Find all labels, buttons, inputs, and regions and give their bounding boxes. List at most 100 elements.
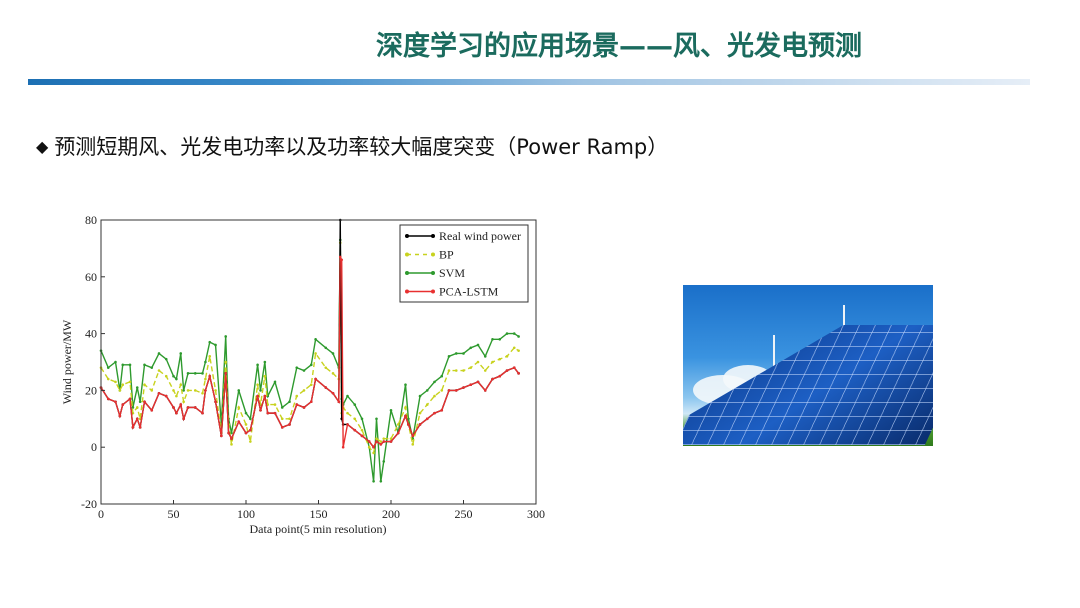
- data-point: [164, 357, 168, 361]
- data-point: [164, 374, 168, 378]
- data-point: [324, 346, 328, 350]
- data-point: [505, 332, 509, 335]
- data-point: [244, 431, 248, 435]
- data-point: [491, 360, 494, 364]
- data-point: [256, 363, 259, 367]
- data-point: [440, 389, 444, 392]
- data-point: [469, 366, 473, 369]
- data-point: [447, 389, 451, 392]
- data-point: [302, 406, 306, 409]
- data-point: [517, 335, 520, 338]
- data-point: [372, 445, 375, 449]
- data-point: [340, 258, 344, 262]
- data-point: [324, 366, 328, 369]
- data-point: [128, 363, 132, 367]
- legend: Real wind power BP SVM PCA-LSTM: [399, 224, 529, 303]
- data-point: [172, 374, 175, 378]
- x-tick-label: 300: [527, 507, 545, 521]
- data-point: [360, 428, 364, 432]
- data-point: [143, 400, 146, 404]
- data-point: [337, 400, 341, 404]
- data-point: [114, 360, 117, 364]
- solar-wind-photo: [683, 285, 933, 446]
- data-point: [179, 383, 183, 387]
- data-point: [224, 335, 227, 338]
- data-point: [483, 355, 487, 358]
- data-point: [288, 423, 291, 426]
- data-point: [280, 426, 284, 429]
- data-point: [433, 380, 436, 384]
- data-point: [360, 434, 364, 438]
- x-tick-label: 150: [310, 507, 328, 521]
- data-point: [263, 360, 267, 364]
- data-point: [367, 440, 371, 443]
- data-point: [309, 383, 313, 387]
- data-point: [273, 380, 277, 384]
- data-point: [164, 394, 168, 398]
- y-tick-label: 0: [91, 440, 97, 454]
- y-axis-label: Wind power/MW: [60, 319, 74, 404]
- data-point: [375, 417, 378, 421]
- data-point: [379, 443, 383, 446]
- data-point: [346, 394, 349, 398]
- data-point: [462, 386, 465, 389]
- data-point: [425, 389, 429, 392]
- data-point: [118, 414, 122, 418]
- data-point: [367, 445, 371, 449]
- data-point: [249, 440, 252, 443]
- data-point: [237, 420, 241, 423]
- data-point: [462, 352, 465, 355]
- data-point: [204, 389, 207, 392]
- data-point: [230, 443, 233, 446]
- data-point: [512, 346, 516, 350]
- data-point: [360, 417, 364, 421]
- data-point: [175, 394, 178, 398]
- data-point: [382, 437, 386, 440]
- data-point: [407, 423, 410, 426]
- data-point: [469, 346, 473, 350]
- data-point: [353, 428, 357, 432]
- x-axis-label: Data point(5 min resolution): [250, 522, 387, 536]
- data-point: [204, 360, 207, 364]
- data-point: [224, 360, 227, 364]
- data-point: [462, 369, 465, 372]
- x-tick-label: 50: [168, 507, 180, 521]
- data-point: [331, 391, 335, 395]
- data-point: [295, 366, 299, 369]
- data-point: [433, 411, 436, 415]
- plot-lines: [99, 218, 520, 483]
- data-point: [382, 440, 386, 443]
- data-point: [227, 431, 230, 435]
- data-point: [193, 372, 197, 375]
- data-point: [273, 403, 277, 406]
- data-point: [314, 352, 317, 355]
- data-point: [131, 406, 135, 409]
- data-point: [454, 369, 458, 372]
- data-point: [179, 403, 183, 406]
- data-point: [193, 406, 197, 409]
- data-point: [201, 411, 204, 415]
- data-point: [201, 391, 204, 395]
- data-point: [498, 374, 502, 378]
- data-point: [273, 411, 277, 415]
- data-point: [150, 366, 154, 369]
- data-point: [379, 479, 383, 483]
- data-point: [517, 349, 520, 352]
- data-point: [476, 380, 480, 384]
- data-point: [375, 440, 378, 443]
- diamond-bullet-icon: ◆: [36, 137, 49, 156]
- data-point: [182, 400, 185, 404]
- data-point: [425, 417, 429, 421]
- bullet-text: 预测短期风、光发电功率以及功率较大幅度突变（Power Ramp）: [54, 135, 669, 159]
- data-point: [135, 406, 139, 409]
- data-point: [138, 400, 142, 404]
- data-point: [237, 406, 241, 409]
- data-point: [331, 372, 335, 375]
- data-point: [263, 394, 267, 398]
- data-point: [201, 372, 204, 375]
- data-point: [143, 383, 146, 387]
- data-point: [121, 383, 125, 387]
- data-point: [256, 394, 259, 398]
- data-point: [175, 411, 178, 415]
